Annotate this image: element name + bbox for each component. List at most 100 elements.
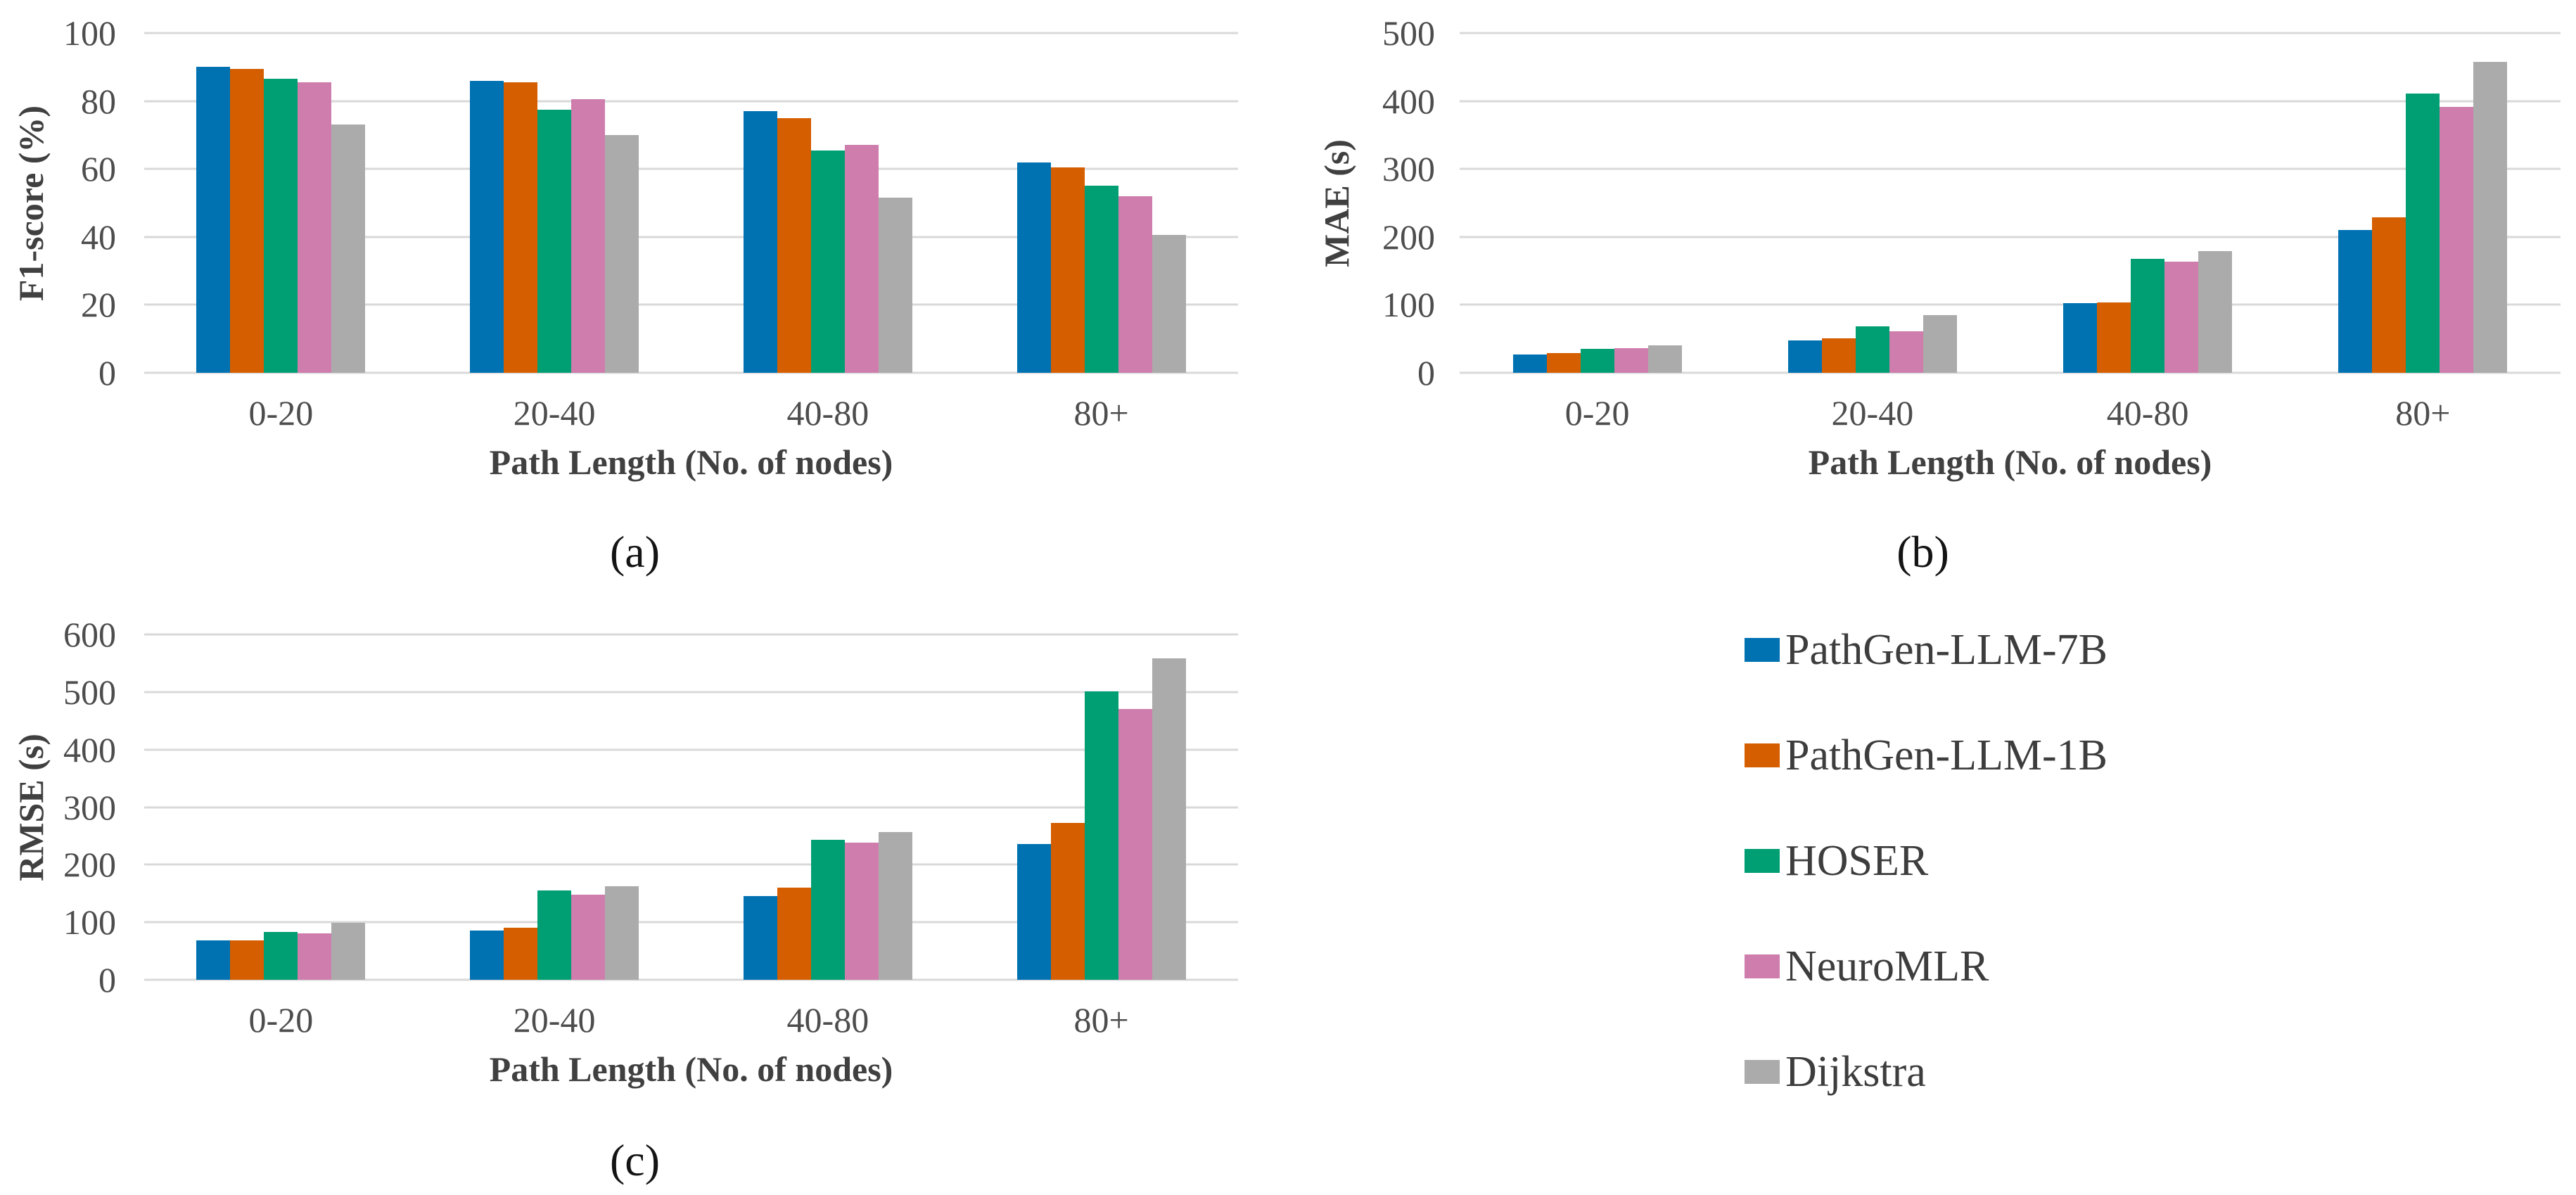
y-axis-title-text: MAE (s)	[1317, 139, 1357, 267]
bar-pathgen-llm-7b	[196, 67, 231, 373]
x-tick-label: 0-20	[248, 1000, 314, 1040]
bar-dijkstra	[331, 923, 366, 980]
plot-area	[144, 633, 1238, 981]
bar-group-20-40	[1735, 33, 2010, 373]
x-tick-label: 20-40	[513, 393, 596, 433]
bar-pathgen-llm-1b	[1050, 167, 1085, 373]
gridline	[144, 691, 1238, 694]
bar-pathgen-llm-1b	[230, 68, 264, 373]
bar-pathgen-llm-7b	[196, 940, 231, 980]
chart-f1-score: F1-score (%) 0 20 40 60 80 100 0-20 20-40 40-80…	[0, 0, 1270, 598]
gridline	[1460, 167, 2561, 170]
x-tick-label: 80+	[2395, 393, 2451, 433]
x-axis-title: Path Length (No. of nodes)	[489, 1049, 893, 1089]
bar-pathgen-llm-7b	[743, 895, 777, 980]
x-axis-ticks: 0-20 20-40 40-80 80+	[1460, 392, 2561, 433]
y-tick-label: 300	[1382, 149, 1435, 189]
gridline	[144, 236, 1238, 238]
gridline	[144, 100, 1238, 103]
bar-group-0-20	[144, 33, 418, 373]
bar-group-80+	[2285, 33, 2561, 373]
bar-hoser	[1855, 326, 1889, 373]
bar-group-40-80	[2010, 33, 2285, 373]
bar-neuromlr	[1118, 708, 1152, 980]
chart-rmse: RMSE (s) 0 100 200 300 400 500 600 0-20 20-40 40…	[0, 601, 1270, 1195]
y-tick-label: 0	[1417, 353, 1435, 392]
legend: PathGen-LLM-7B PathGen-LLM-1B HOSER NeuroML…	[1745, 597, 2108, 1125]
legend-label: PathGen-LLM-1B	[1785, 731, 2108, 779]
bar-neuromlr	[1614, 348, 1648, 373]
legend-swatch	[1745, 849, 1780, 873]
bar-pathgen-llm-1b	[1821, 338, 1856, 373]
bar-dijkstra	[605, 134, 639, 373]
y-axis-ticks: 0 100 200 300 400 500	[1365, 15, 1435, 390]
gridline	[144, 633, 1238, 636]
bar-neuromlr	[2440, 107, 2474, 373]
bar-pathgen-llm-1b	[2372, 217, 2406, 373]
bar-neuromlr	[1118, 196, 1152, 373]
legend-label: PathGen-LLM-7B	[1785, 626, 2108, 674]
y-axis-title-text: RMSE (s)	[11, 733, 51, 881]
bar-pathgen-llm-7b	[470, 930, 504, 980]
x-tick-label: 80+	[1073, 1000, 1129, 1040]
y-tick-label: 400	[1382, 81, 1435, 121]
bar-hoser	[2406, 93, 2440, 373]
bar-groups	[144, 33, 1238, 373]
bar-group-40-80	[691, 33, 965, 373]
bar-neuromlr	[1889, 331, 1923, 373]
y-tick-label: 100	[63, 13, 116, 53]
bar-neuromlr	[571, 99, 606, 373]
bar-group-40-80	[691, 634, 965, 980]
bar-neuromlr	[298, 933, 332, 980]
bar-hoser	[537, 890, 572, 980]
y-axis-title-text: F1-score (%)	[11, 105, 51, 301]
legend-swatch	[1745, 954, 1780, 978]
gridline	[144, 978, 1238, 981]
y-tick-label: 200	[1382, 217, 1435, 257]
legend-label: HOSER	[1785, 837, 1929, 885]
x-axis-ticks: 0-20 20-40 40-80 80+	[144, 999, 1238, 1040]
y-tick-label: 20	[81, 285, 116, 325]
legend-label: NeuroMLR	[1785, 942, 1989, 990]
plot-area	[1460, 32, 2561, 374]
subfigure-caption: (a)	[609, 527, 661, 577]
gridline	[144, 32, 1238, 34]
bar-pathgen-llm-1b	[230, 940, 264, 980]
gridline	[144, 748, 1238, 751]
x-tick-label: 80+	[1073, 393, 1129, 433]
y-tick-label: 100	[63, 902, 116, 942]
bar-groups	[1460, 33, 2561, 373]
subfigure-caption: (b)	[1896, 527, 1949, 577]
bar-dijkstra	[1923, 314, 1957, 373]
bar-neuromlr	[571, 894, 606, 980]
x-tick-label: 0-20	[248, 393, 314, 433]
y-tick-label: 300	[63, 787, 116, 827]
chart-mae: MAE (s) 0 100 200 300 400 500 0-20 20-40 40-80 8…	[1270, 0, 2576, 598]
bar-dijkstra	[605, 886, 639, 980]
x-tick-label: 20-40	[1831, 393, 1914, 433]
y-tick-label: 600	[63, 615, 116, 654]
bar-pathgen-llm-7b	[1016, 843, 1051, 980]
bar-hoser	[1084, 186, 1118, 373]
y-axis-title: F1-score (%)	[4, 33, 58, 373]
bar-neuromlr	[298, 82, 332, 373]
bar-pathgen-llm-7b	[1016, 162, 1051, 373]
gridline	[144, 921, 1238, 924]
bar-neuromlr	[2164, 261, 2199, 373]
bar-hoser	[810, 150, 845, 373]
y-tick-label: 40	[81, 217, 116, 257]
y-tick-label: 60	[81, 149, 116, 189]
bar-pathgen-llm-1b	[2097, 302, 2131, 373]
subfigure-caption: (c)	[609, 1135, 661, 1185]
legend-label: Dijkstra	[1785, 1048, 1926, 1096]
x-tick-label: 40-80	[2106, 393, 2189, 433]
bar-hoser	[537, 109, 572, 373]
y-axis-title: RMSE (s)	[4, 634, 58, 980]
gridline	[1460, 100, 2561, 103]
legend-swatch	[1745, 638, 1780, 662]
plot-area	[144, 32, 1238, 374]
gridline	[144, 863, 1238, 866]
bar-dijkstra	[331, 124, 366, 373]
legend-item-hoser: HOSER	[1745, 808, 2108, 914]
